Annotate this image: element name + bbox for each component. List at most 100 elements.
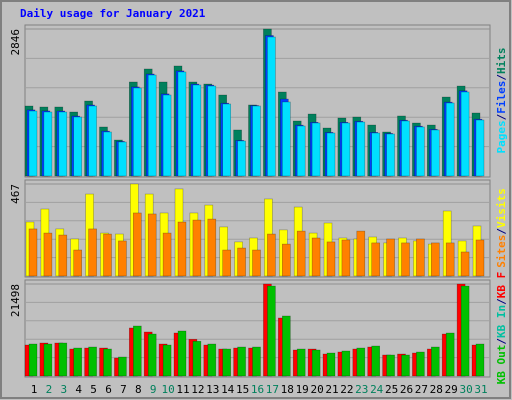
bar bbox=[386, 354, 395, 377]
bar bbox=[162, 94, 172, 177]
x-tick-label: 27 bbox=[415, 383, 428, 396]
bar bbox=[133, 212, 142, 277]
x-tick-label: 2 bbox=[46, 383, 53, 396]
bar bbox=[341, 239, 351, 277]
bar bbox=[222, 348, 231, 377]
bar bbox=[296, 125, 306, 177]
x-tick-label: 19 bbox=[296, 383, 309, 396]
bar bbox=[73, 347, 82, 377]
bar bbox=[326, 241, 336, 277]
bar bbox=[401, 242, 410, 277]
bar bbox=[281, 101, 291, 177]
bar bbox=[73, 116, 82, 177]
x-tick-label: 7 bbox=[120, 383, 127, 396]
bar bbox=[326, 132, 336, 177]
x-tick-label: 8 bbox=[135, 383, 142, 396]
x-tick-label: 25 bbox=[385, 383, 398, 396]
bar bbox=[416, 126, 425, 177]
bar bbox=[326, 352, 336, 377]
bar bbox=[237, 247, 246, 277]
bar bbox=[28, 110, 38, 177]
x-tick-label: 15 bbox=[236, 383, 249, 396]
bar bbox=[133, 325, 142, 377]
bar bbox=[147, 213, 157, 277]
x-tick-label: 22 bbox=[340, 383, 353, 396]
x-tick-label: 16 bbox=[251, 383, 264, 396]
legend-separator: / bbox=[495, 74, 508, 81]
bar bbox=[207, 85, 217, 177]
bar bbox=[430, 346, 440, 377]
x-tick-label: 26 bbox=[400, 383, 413, 396]
legend: Sites/Visits bbox=[495, 188, 508, 268]
legend: Pages/Files/Hits bbox=[495, 48, 508, 154]
bar bbox=[356, 347, 366, 377]
bar bbox=[252, 249, 261, 277]
x-tick-label: 9 bbox=[150, 383, 157, 396]
bar bbox=[296, 348, 306, 377]
bar bbox=[460, 251, 470, 277]
bar bbox=[341, 350, 351, 377]
x-tick-label: 1 bbox=[31, 383, 38, 396]
bar bbox=[356, 121, 366, 177]
bar bbox=[43, 343, 53, 377]
bar bbox=[118, 356, 127, 377]
bar bbox=[401, 354, 410, 377]
x-tick-label: 17 bbox=[266, 383, 279, 396]
bar bbox=[43, 232, 53, 277]
bar bbox=[192, 340, 202, 377]
bar bbox=[88, 105, 97, 177]
y-tick-label: 21498 bbox=[9, 284, 22, 317]
y-tick-label: 2846 bbox=[9, 29, 22, 56]
legend-separator: / bbox=[495, 228, 508, 235]
bar bbox=[267, 285, 276, 377]
legend-entry: KB In bbox=[495, 305, 508, 338]
legend-separator: / bbox=[495, 298, 508, 305]
bar bbox=[192, 219, 202, 277]
bar bbox=[58, 342, 68, 377]
x-tick-label: 31 bbox=[474, 383, 487, 396]
bar bbox=[267, 36, 276, 177]
legend: KB Out/KB In/KB F bbox=[495, 272, 508, 385]
x-tick-label: 11 bbox=[176, 383, 189, 396]
bar bbox=[341, 122, 351, 177]
bar bbox=[237, 346, 246, 377]
bar bbox=[162, 232, 172, 277]
bar bbox=[207, 218, 217, 277]
bar bbox=[177, 330, 187, 377]
x-tick-label: 4 bbox=[75, 383, 82, 396]
bar bbox=[118, 240, 127, 277]
x-tick-label: 6 bbox=[105, 383, 112, 396]
legend-entry: KB Out bbox=[495, 345, 508, 385]
bar bbox=[177, 221, 187, 277]
bar bbox=[311, 237, 321, 277]
x-tick-label: 21 bbox=[325, 383, 338, 396]
legend-entry: Hits bbox=[495, 48, 508, 75]
bar bbox=[43, 111, 53, 177]
bar bbox=[416, 238, 425, 277]
legend-entry: Files bbox=[495, 81, 508, 114]
bar bbox=[281, 315, 291, 377]
bar bbox=[58, 111, 68, 177]
bar bbox=[430, 242, 440, 277]
legend-separator: / bbox=[495, 113, 508, 120]
bar bbox=[475, 343, 485, 377]
bar bbox=[445, 102, 455, 177]
x-tick-label: 20 bbox=[310, 383, 323, 396]
bar bbox=[88, 228, 97, 277]
bar bbox=[267, 233, 276, 277]
bar bbox=[177, 71, 187, 177]
bar bbox=[281, 243, 291, 277]
bar bbox=[58, 234, 68, 277]
bar bbox=[430, 129, 440, 177]
legend-separator: / bbox=[495, 338, 508, 345]
bar bbox=[371, 345, 381, 377]
bar bbox=[103, 233, 112, 277]
bar bbox=[207, 343, 217, 377]
bar bbox=[386, 133, 395, 177]
legend-entry: Visits bbox=[495, 188, 508, 228]
bar bbox=[311, 122, 321, 177]
bar bbox=[460, 285, 470, 377]
bar bbox=[356, 230, 366, 277]
